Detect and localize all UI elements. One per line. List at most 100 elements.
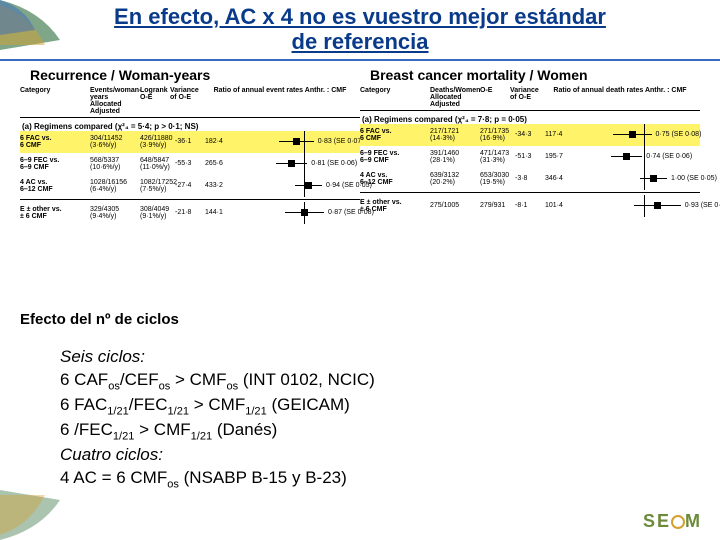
bullet-ac: 4 AC = 6 CMFos (NSABP B-15 y B-23): [60, 467, 720, 492]
row-forest-plot: 0·74 (SE 0·06): [575, 146, 700, 168]
title-line-2: de referencia: [292, 29, 429, 54]
row-var: 346·4: [545, 175, 575, 182]
page-title: En efecto, AC x 4 no es vuestro mejor es…: [0, 0, 720, 55]
txt: > CMF: [189, 395, 245, 414]
row-oe: -34·3: [515, 131, 545, 138]
txt: /FEC: [129, 395, 168, 414]
txt: 6 FAC: [60, 395, 107, 414]
txt: (NSABP B-15 y B-23): [179, 468, 347, 487]
seom-text-m: M: [685, 511, 702, 531]
sub: os: [108, 380, 120, 392]
mortality-header: Breast cancer mortality / Women: [360, 67, 700, 83]
corner-decoration-bottom: [0, 490, 80, 540]
th-category: Category: [20, 87, 90, 115]
row-forest-plot: 0·93 (SE 0·10): [575, 195, 700, 217]
txt: 6 CAF: [60, 370, 108, 389]
sub: os: [159, 380, 171, 392]
row-var: 144·1: [205, 209, 235, 216]
mortality-section-a: (a) Regimens compared (χ²₄ = 7·8; p = 0·…: [360, 115, 700, 124]
cycles-bullet-block: Seis ciclos: 6 CAFos/CEFos > CMFos (INT …: [60, 346, 720, 493]
bullet-cuatro: Cuatro ciclos:: [60, 444, 720, 467]
row-adj: 279/931: [480, 202, 515, 209]
mortality-chart: Breast cancer mortality / Women Category…: [360, 67, 700, 297]
ci-value: 0·81 (SE 0·06): [311, 160, 357, 167]
cycles-effect-label: Efecto del nº de ciclos: [20, 311, 720, 328]
corner-decoration-top: [0, 0, 80, 50]
sub: os: [226, 380, 238, 392]
th-ratio: Ratio of annual death rates Anthr. : CMF: [540, 87, 700, 108]
row-adj: 1082/17252(7·5%/y): [140, 179, 175, 193]
sub: 1/21: [107, 405, 129, 417]
ci-value: 1·00 (SE 0·05): [671, 175, 717, 182]
txt: 6 /FEC: [60, 420, 113, 439]
row-label: 4 AC vs.6–12 CMF: [360, 172, 430, 186]
forest-row: 6–9 FEC vs.6–9 CMF391/1460(28·1%)471/147…: [360, 146, 700, 168]
txt: 4 AC = 6 CMF: [60, 468, 167, 487]
th-category: Category: [360, 87, 430, 108]
row-forest-plot: 0·83 (SE 0·07): [235, 131, 360, 153]
th-var: Variance of O-E: [510, 87, 540, 108]
forest-row: 6 FAC vs.6 CMF304/11452(3·6%/y)426/11880…: [20, 131, 360, 153]
th-var: Variance of O-E: [170, 87, 200, 115]
txt: (GEICAM): [267, 395, 350, 414]
forest-row: 6–9 FEC vs.6–9 CMF568/5337(10·6%/y)648/5…: [20, 153, 360, 175]
forest-row: 4 AC vs.6–12 CMF639/3132(20·2%)653/3030(…: [360, 168, 700, 190]
row-events: 1028/16156(6·4%/y): [90, 179, 140, 193]
row-label: 4 AC vs.6–12 CMF: [20, 179, 90, 193]
txt: > CMF: [170, 370, 226, 389]
txt: (INT 0102, NCIC): [238, 370, 375, 389]
row-var: 265·6: [205, 160, 235, 167]
row-label: E ± other vs.± 6 CMF: [360, 199, 430, 213]
row-label: 6–9 FEC vs.6–9 CMF: [20, 157, 90, 171]
row-events: 391/1460(28·1%): [430, 150, 480, 164]
recurrence-table-header: Category Events/woman-years Allocated Ad…: [20, 87, 360, 118]
seom-text-se: SE: [643, 511, 671, 531]
forest-row: 6 FAC vs.6 CMF217/1721(14·3%)271/1735(16…: [360, 124, 700, 146]
title-underline: [0, 59, 720, 61]
row-oe: -3·8: [515, 175, 545, 182]
row-var: 195·7: [545, 153, 575, 160]
bullet-caf: 6 CAFos/CEFos > CMFos (INT 0102, NCIC): [60, 369, 720, 394]
row-events: 329/4305(9·4%/y): [90, 206, 140, 220]
row-adj: 271/1735(16·9%): [480, 128, 515, 142]
row-oe: -21·8: [175, 209, 205, 216]
ci-value: 0·83 (SE 0·07): [318, 138, 364, 145]
row-label: 6 FAC vs.6 CMF: [360, 128, 430, 142]
row-adj: 648/5847(11·0%/y): [140, 157, 175, 171]
row-var: 117·4: [545, 131, 575, 138]
sub: 1/21: [168, 405, 190, 417]
row-events: 639/3132(20·2%): [430, 172, 480, 186]
recurrence-section-a: (a) Regimens compared (χ²₄ = 5·4; p > 0·…: [20, 122, 360, 131]
txt: /CEF: [120, 370, 159, 389]
row-adj: 426/11880(3·9%/y): [140, 135, 175, 149]
row-forest-plot: 0·87 (SE 0·08): [235, 202, 360, 224]
ci-value: 0·93 (SE 0·10): [685, 202, 720, 209]
th-ratio: Ratio of annual event rates Anthr. : CMF: [200, 87, 360, 115]
row-var: 101·4: [545, 202, 575, 209]
bullet-seis: Seis ciclos:: [60, 346, 720, 369]
title-line-1: En efecto, AC x 4 no es vuestro mejor es…: [114, 4, 606, 29]
recurrence-header: Recurrence / Woman-years: [20, 67, 360, 83]
row-label: E ± other vs.± 6 CMF: [20, 206, 90, 220]
forest-row: E ± other vs.± 6 CMF275/1005279/931-8·11…: [360, 195, 700, 217]
row-events: 217/1721(14·3%): [430, 128, 480, 142]
row-events: 275/1005: [430, 202, 480, 209]
row-adj: 308/4049(9·1%/y): [140, 206, 175, 220]
th-oe: Logrank O-E: [140, 87, 170, 115]
forest-row: E ± other vs.± 6 CMF329/4305(9·4%/y)308/…: [20, 202, 360, 224]
forest-row: 4 AC vs.6–12 CMF1028/16156(6·4%/y)1082/1…: [20, 175, 360, 197]
sub: 1/21: [113, 431, 135, 443]
ci-value: 0·74 (SE 0·06): [646, 153, 692, 160]
txt: (Danés): [212, 420, 277, 439]
row-label: 6 FAC vs.6 CMF: [20, 135, 90, 149]
row-forest-plot: 0·94 (SE 0·05): [235, 175, 360, 197]
row-adj: 653/3030(19·5%): [480, 172, 515, 186]
row-oe: -55·3: [175, 160, 205, 167]
row-oe: -36·1: [175, 138, 205, 145]
row-oe: -51·3: [515, 153, 545, 160]
row-oe: -8·1: [515, 202, 545, 209]
row-forest-plot: 0·75 (SE 0·08): [575, 124, 700, 146]
row-forest-plot: 0·81 (SE 0·06): [235, 153, 360, 175]
sub: os: [167, 479, 179, 491]
th-events: Events/woman-years Allocated Adjusted: [90, 87, 140, 115]
